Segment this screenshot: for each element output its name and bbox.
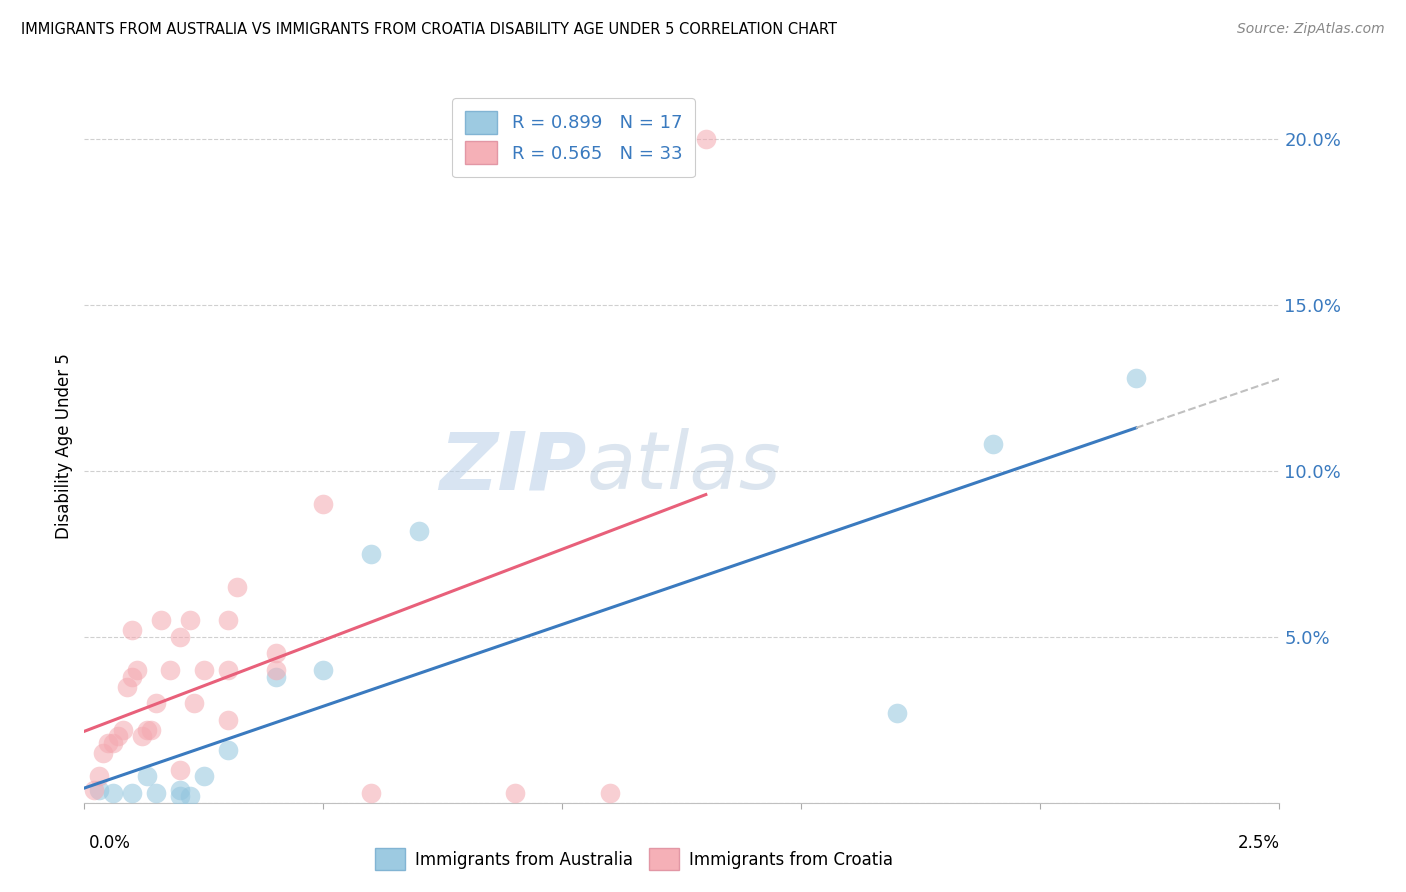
Point	[149, 613, 172, 627]
Point	[169, 763, 191, 777]
Point	[111, 723, 134, 737]
Text: 2.5%: 2.5%	[1237, 834, 1279, 852]
Point	[141, 723, 163, 737]
Point	[886, 706, 908, 721]
Point	[159, 663, 181, 677]
Point	[121, 786, 143, 800]
Point	[217, 742, 239, 756]
Point	[87, 782, 110, 797]
Point	[87, 769, 110, 783]
Point	[169, 630, 191, 644]
Point	[226, 580, 249, 594]
Point	[1125, 371, 1147, 385]
Point	[135, 769, 157, 783]
Point	[360, 786, 382, 800]
Point	[125, 663, 148, 677]
Point	[981, 437, 1004, 451]
Legend: Immigrants from Australia, Immigrants from Croatia: Immigrants from Australia, Immigrants fr…	[368, 842, 900, 877]
Text: ZIP: ZIP	[439, 428, 586, 507]
Point	[408, 524, 430, 538]
Point	[193, 663, 215, 677]
Point	[179, 789, 201, 804]
Point	[312, 663, 335, 677]
Y-axis label: Disability Age Under 5: Disability Age Under 5	[55, 353, 73, 539]
Point	[93, 746, 115, 760]
Point	[217, 613, 239, 627]
Point	[83, 782, 105, 797]
Point	[169, 782, 191, 797]
Point	[264, 670, 287, 684]
Point	[264, 663, 287, 677]
Point	[217, 663, 239, 677]
Point	[145, 696, 167, 710]
Point	[97, 736, 120, 750]
Point	[179, 613, 201, 627]
Point	[135, 723, 157, 737]
Point	[312, 497, 335, 511]
Text: 0.0%: 0.0%	[89, 834, 131, 852]
Point	[117, 680, 139, 694]
Point	[101, 736, 124, 750]
Point	[169, 789, 191, 804]
Point	[264, 647, 287, 661]
Point	[107, 730, 129, 744]
Point	[101, 786, 124, 800]
Point	[599, 786, 621, 800]
Point	[145, 786, 167, 800]
Point	[695, 132, 717, 146]
Point	[503, 786, 526, 800]
Text: Source: ZipAtlas.com: Source: ZipAtlas.com	[1237, 22, 1385, 37]
Point	[183, 696, 205, 710]
Point	[121, 624, 143, 638]
Point	[121, 670, 143, 684]
Point	[193, 769, 215, 783]
Point	[131, 730, 153, 744]
Point	[360, 547, 382, 561]
Text: atlas: atlas	[586, 428, 782, 507]
Text: IMMIGRANTS FROM AUSTRALIA VS IMMIGRANTS FROM CROATIA DISABILITY AGE UNDER 5 CORR: IMMIGRANTS FROM AUSTRALIA VS IMMIGRANTS …	[21, 22, 837, 37]
Point	[217, 713, 239, 727]
